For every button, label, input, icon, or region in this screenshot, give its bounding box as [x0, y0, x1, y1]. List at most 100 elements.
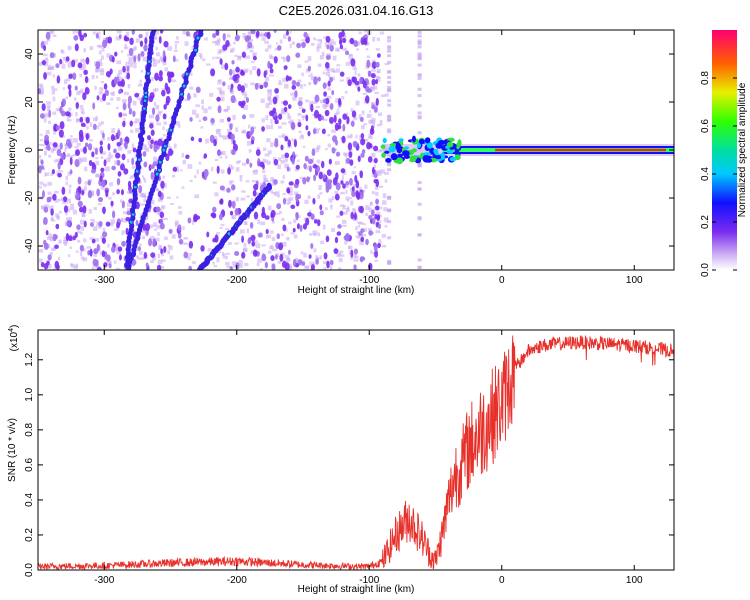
noise-halo: [94, 265, 99, 269]
noise-halo: [154, 87, 159, 92]
noise-halo: [155, 237, 160, 242]
noise-dot: [98, 220, 103, 227]
noise-dot: [326, 169, 332, 176]
noise-halo: [294, 168, 299, 172]
noise-dot: [131, 30, 135, 35]
noise-dot: [371, 78, 376, 86]
noise-dot: [373, 145, 379, 152]
noise-halo: [42, 167, 46, 171]
noise-dot: [276, 203, 282, 210]
noise-dot: [227, 167, 231, 175]
noise-dot: [193, 216, 198, 223]
noise-dot: [320, 160, 325, 169]
noise-halo: [305, 99, 309, 103]
noise-dot: [72, 235, 76, 241]
snr-ytick-label: 0.4: [24, 493, 35, 507]
noise-halo: [353, 258, 359, 262]
noise-dot: [68, 73, 74, 79]
noise-halo: [196, 169, 199, 175]
noise-dot: [374, 249, 378, 258]
noise-halo: [116, 251, 121, 255]
noise-halo: [245, 180, 250, 183]
noise-dot: [230, 95, 236, 104]
noise-halo: [93, 254, 98, 257]
noise-halo: [122, 211, 128, 215]
noise-halo: [287, 115, 292, 120]
noise-halo: [218, 89, 223, 94]
noise-dot: [229, 210, 234, 216]
noise-halo: [194, 194, 200, 199]
noise-halo: [198, 119, 202, 123]
noise-dot: [230, 83, 234, 90]
noise-halo: [310, 76, 314, 81]
noise-dot: [216, 96, 221, 102]
noise-halo: [67, 62, 73, 68]
noise-streak: [387, 39, 392, 43]
noise-dot: [55, 125, 61, 131]
noise-dot: [264, 215, 270, 220]
noise-halo: [210, 122, 215, 126]
noise-halo: [119, 77, 124, 83]
noise-dot: [350, 120, 355, 127]
noise-halo: [221, 64, 224, 69]
noise-halo: [108, 261, 112, 265]
noise-halo: [377, 149, 383, 153]
snr-ytick-label: 0.0: [24, 563, 35, 577]
noise-halo: [342, 47, 347, 52]
noise-halo: [350, 108, 354, 112]
noise-halo: [250, 250, 256, 255]
noise-dot: [373, 157, 378, 164]
noise-dot: [340, 180, 344, 185]
noise-halo: [298, 96, 303, 101]
noise-halo: [364, 227, 368, 232]
noise-halo: [354, 255, 359, 259]
noise-halo: [372, 102, 377, 107]
noise-halo: [157, 259, 163, 265]
noise-halo: [65, 144, 70, 150]
noise-dot: [285, 75, 290, 82]
noise-dot: [56, 75, 61, 84]
noise-dot: [96, 95, 100, 101]
noise-dot: [47, 145, 51, 151]
noise-halo: [79, 192, 84, 196]
noise-halo: [217, 128, 222, 132]
noise-halo: [364, 184, 368, 189]
noise-halo: [352, 67, 358, 71]
noise-streak: [417, 216, 422, 220]
noise-halo: [40, 88, 44, 94]
noise-dot: [313, 109, 320, 119]
noise-halo: [174, 169, 179, 172]
noise-halo: [269, 54, 273, 59]
noise-halo: [227, 85, 230, 90]
noise-halo: [214, 158, 219, 161]
noise-dot: [155, 206, 161, 212]
noise-halo: [134, 118, 140, 123]
noise-halo: [289, 43, 292, 49]
noise-halo: [289, 119, 294, 125]
noise-dot: [269, 68, 274, 74]
noise-halo: [316, 46, 320, 52]
noise-dot: [276, 45, 282, 51]
noise-halo: [348, 54, 354, 59]
noise-dot: [105, 189, 109, 198]
noise-halo: [211, 166, 214, 172]
noise-streak: [417, 258, 422, 262]
noise-dot: [278, 113, 283, 120]
noise-halo: [129, 175, 134, 179]
noise-halo: [135, 191, 140, 194]
noise-dot: [375, 205, 380, 211]
noise-dot: [312, 197, 316, 205]
noise-dot: [312, 128, 317, 135]
noise-dot: [285, 30, 289, 36]
noise-halo: [39, 139, 44, 142]
noise-dot: [292, 258, 297, 267]
noise-dot: [288, 181, 294, 186]
noise-halo: [76, 142, 81, 146]
noise-halo: [44, 204, 49, 209]
noise-halo: [299, 176, 303, 180]
noise-halo: [150, 260, 154, 264]
noise-dot: [303, 31, 308, 38]
noise-halo: [358, 41, 361, 46]
noise-halo: [324, 105, 327, 109]
noise-dot: [128, 189, 133, 194]
